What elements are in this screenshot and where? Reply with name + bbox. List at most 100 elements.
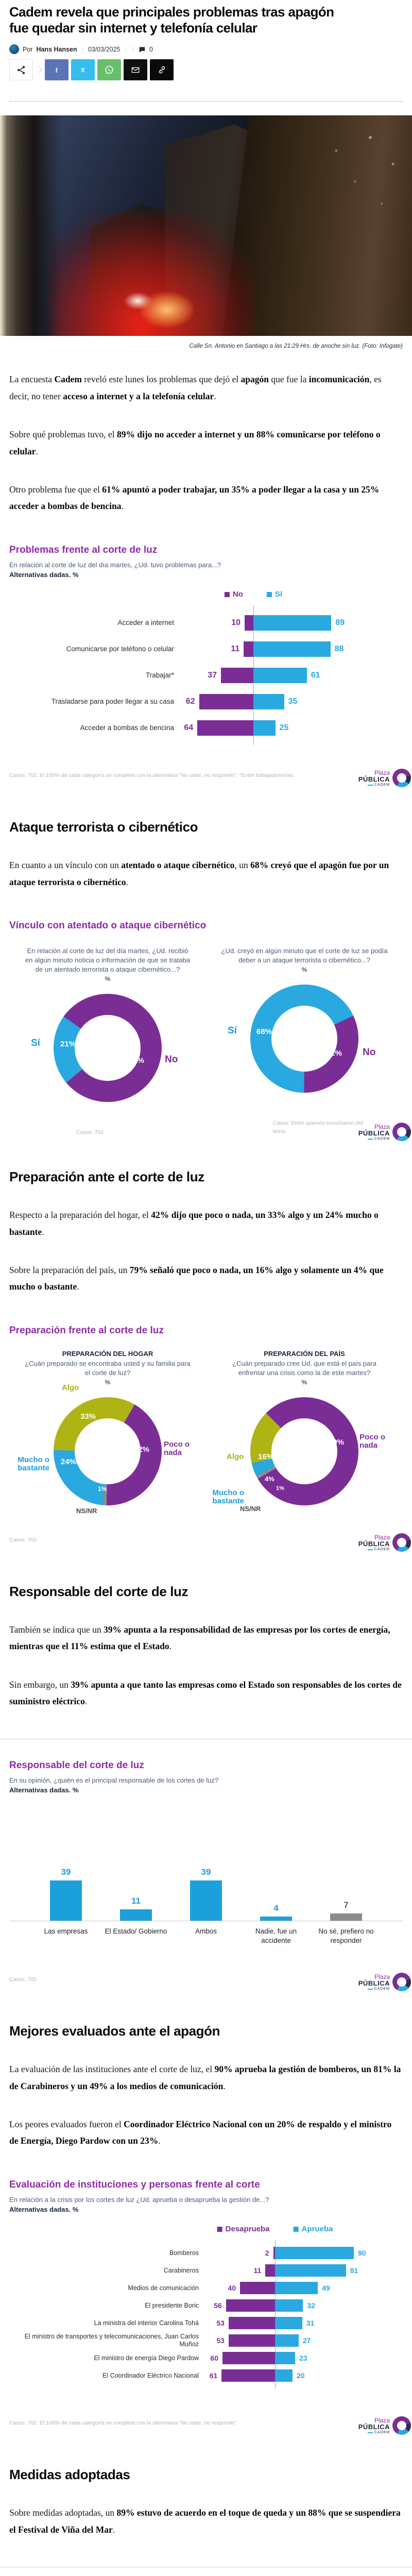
logo-text: PÚBLICA xyxy=(358,1979,390,1988)
section-heading-responsible: Responsable del corte de luz xyxy=(9,1584,188,1600)
x-twitter-share-button[interactable]: X xyxy=(71,59,95,81)
paragraph: Otro problema fue que el 61% apuntó a po… xyxy=(9,484,380,512)
publish-date: 03/03/2025 xyxy=(88,45,121,53)
bar xyxy=(50,1880,82,1921)
link-icon xyxy=(159,66,165,74)
donut-unit: % xyxy=(105,1379,111,1386)
paragraph: En cuanto a un vínculo con un atentado o… xyxy=(9,860,389,887)
chart-row: El ministro de transportes y telecomunic… xyxy=(9,2332,403,2349)
slice-value: 16% xyxy=(258,1452,274,1462)
slice-value: 32% xyxy=(327,1049,342,1058)
logo-text: CADEM xyxy=(374,1987,390,1991)
image-caption: Calle Sn. Antonio en Santiago a las 21:2… xyxy=(189,343,403,350)
author-name[interactable]: Hans Hansen xyxy=(36,45,77,53)
category-label: El ministro de transportes y telecomunic… xyxy=(24,2333,199,2348)
paragraph: Respecto a la preparación del hogar, el … xyxy=(9,1210,379,1237)
value-label: 27 xyxy=(302,2336,311,2345)
section-heading-measures: Medidas adoptadas xyxy=(9,2467,130,2483)
facebook-share-button[interactable]: f xyxy=(45,59,68,81)
chart-title: Preparación frente al corte de luz xyxy=(9,1325,164,1336)
logo-text: Plaza xyxy=(374,1123,390,1131)
whatsapp-share-button[interactable] xyxy=(97,59,121,81)
value-label: 11 xyxy=(131,1896,141,1906)
chart-legend: No Sí xyxy=(9,590,403,603)
chart-column: 7 xyxy=(311,1900,381,1921)
donut-chart xyxy=(54,994,162,1103)
bar-positive xyxy=(275,2247,354,2260)
slice-value: 21% xyxy=(60,1040,76,1049)
bar-negative xyxy=(222,2352,275,2365)
donut-question: ¿Cuán preparado cree Ud. que está el paí… xyxy=(232,1359,376,1377)
chevron-right-icon xyxy=(36,66,42,74)
category-label: No sé, prefiero no responder xyxy=(318,1927,374,1944)
bar-positive xyxy=(275,2299,303,2312)
cadem-logo-circle xyxy=(392,1123,411,1142)
chart-card-evaluacion: Evaluación de instituciones y personas f… xyxy=(9,2179,411,2435)
chart-note: Alternativas dadas. % xyxy=(9,1786,79,1794)
donut-unit: % xyxy=(301,1379,307,1386)
slice-label: Poco o nada xyxy=(359,1433,386,1450)
slice-label: Sí xyxy=(228,1025,237,1037)
chart-footnote: Casos: 702. El 100% de cada categoría se… xyxy=(9,2420,238,2427)
value-label: 39 xyxy=(201,1867,211,1877)
slice-value: 42% xyxy=(134,1445,150,1454)
svg-text:f: f xyxy=(56,66,58,74)
category-label: Trasladarse para poder llegar a su casa xyxy=(51,698,174,706)
chart-title: Responsable del corte de luz xyxy=(9,1759,144,1771)
paragraph: También se indica que un 39% apunta a la… xyxy=(9,1624,390,1652)
bar-negative xyxy=(244,641,253,657)
bar-negative xyxy=(199,693,253,709)
logo-dash xyxy=(367,784,373,786)
bar-negative xyxy=(228,2317,275,2330)
bar-positive xyxy=(253,720,276,736)
bar-negative xyxy=(228,2334,275,2347)
share-button[interactable] xyxy=(9,59,33,81)
category-label: El ministro de energía Diego Pardow xyxy=(94,2354,199,2362)
chart-row: El Coordinador Eléctrico Nacional 61 20 xyxy=(9,2367,403,2384)
axis-line xyxy=(275,2240,276,2389)
byline: Por Hans Hansen | 03/03/2025 | | 0 xyxy=(9,44,403,55)
bar-negative xyxy=(197,720,253,736)
bar-positive xyxy=(275,2369,293,2382)
logo-text: PÚBLICA xyxy=(358,1540,390,1548)
chart-row: El presidente Boric 56 32 xyxy=(9,2297,403,2314)
value-label: 53 xyxy=(216,2336,225,2345)
chart-title: Vínculo con atentado o ataque cibernétic… xyxy=(9,920,207,931)
whatsapp-icon xyxy=(105,65,113,74)
comment-count[interactable]: 0 xyxy=(149,45,153,53)
copy-link-share-button[interactable] xyxy=(150,59,174,81)
donut-question: En relación al corte de luz del día mart… xyxy=(25,946,191,974)
window-frame xyxy=(0,115,62,336)
diverging-bar-chart: Acceder a internet 10 89 Comunicarse por te… xyxy=(9,605,403,745)
bar xyxy=(120,1909,152,1921)
cadem-logo-circle xyxy=(392,1533,411,1552)
infogate-avatar xyxy=(9,44,19,55)
bar-positive xyxy=(253,693,284,709)
slice-label: NS/NR xyxy=(76,1507,97,1515)
bar-negative xyxy=(221,2369,275,2382)
chart-row: El ministro de energía Diego Pardow 60 23 xyxy=(9,2349,403,2367)
chart-row: Trasladarse para poder llegar a su casa 6… xyxy=(9,688,403,715)
chart-note: Alternativas dadas. % xyxy=(9,571,79,579)
logo-text: CADEM xyxy=(374,2431,390,2435)
slice-value: 79% xyxy=(129,1056,145,1065)
value-label: 88 xyxy=(334,644,344,653)
value-label: 64 xyxy=(184,723,194,732)
paragraph: Sobre qué problemas tuvo, el 89% dijo no… xyxy=(9,429,381,456)
email-share-button[interactable] xyxy=(124,59,147,81)
chart-footnote: Casos: 702 xyxy=(9,1537,37,1544)
plaza-publica-cadem-logo: Plaza PÚBLICA CADEM xyxy=(358,2416,411,2435)
slice-label: Algo xyxy=(227,1452,244,1462)
bar xyxy=(330,1913,362,1921)
plaza-publica-cadem-logo: Plaza PÚBLICA CADEM xyxy=(358,1123,411,1142)
email-icon xyxy=(131,67,140,73)
legend-item: Sí xyxy=(266,590,282,599)
category-label: Carabineros xyxy=(163,2266,199,2274)
divider: | xyxy=(132,45,134,53)
donut-panel: ¿Ud. creyó en algún minuto que el corte … xyxy=(206,945,403,1137)
plaza-publica-cadem-logo: Plaza PÚBLICA CADEM xyxy=(358,1973,411,1992)
slice-label: Mucho o bastante xyxy=(212,1488,244,1505)
divider: | xyxy=(125,45,127,53)
bar-negative xyxy=(273,2247,275,2260)
chart-row: Bomberos 2 90 xyxy=(9,2244,403,2262)
